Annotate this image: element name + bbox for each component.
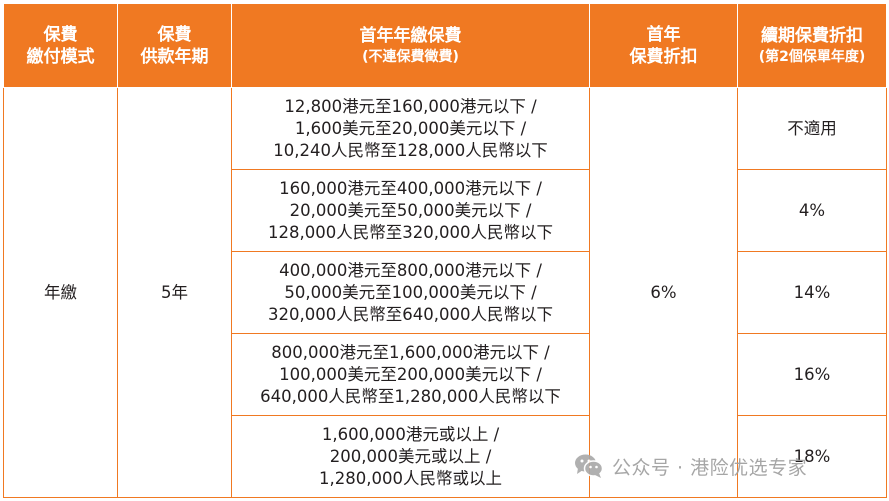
wechat-icon	[575, 454, 604, 478]
premium-range-cell: 12,800港元至160,000港元以下 / 1,600美元至20,000美元以…	[231, 87, 590, 170]
premium-range-cell: 160,000港元至400,000港元以下 / 20,000美元至50,000美…	[231, 169, 590, 252]
header-renewal-discount: 續期保費折扣 (第2個保單年度)	[737, 3, 887, 88]
premium-range-cell: 400,000港元至800,000港元以下 / 50,000美元至100,000…	[231, 251, 590, 334]
table-row: 800,000港元至1,600,000港元以下 / 100,000美元至200,…	[4, 333, 887, 416]
header-payment-mode: 保費 繳付模式	[3, 3, 118, 88]
renewal-discount-cell: 18%	[737, 415, 887, 498]
table-row: 160,000港元至400,000港元以下 / 20,000美元至50,000美…	[4, 169, 887, 252]
table-row: 年繳 5年 12,800港元至160,000港元以下 / 1,600美元至20,…	[3, 87, 887, 498]
payment-mode-cell: 年繳	[3, 87, 118, 498]
premium-range-cell: 800,000港元至1,600,000港元以下 / 100,000美元至200,…	[231, 333, 590, 416]
table-header-row: 保費 繳付模式 保費 供款年期 首年年繳保費 (不連保費徵費) 首年 保費折扣 …	[3, 3, 887, 88]
table-row: 400,000港元至800,000港元以下 / 50,000美元至100,000…	[4, 251, 887, 334]
watermark-text: 公众号 · 港险优选专家	[612, 456, 808, 479]
watermark: 公众号 · 港险优选专家	[574, 452, 807, 480]
header-first-year-discount: 首年 保費折扣	[589, 3, 738, 88]
renewal-discount-cell: 16%	[737, 333, 887, 416]
payment-term-cell: 5年	[117, 87, 232, 498]
premium-discount-table: 保費 繳付模式 保費 供款年期 首年年繳保費 (不連保費徵費) 首年 保費折扣 …	[3, 3, 887, 498]
header-payment-term: 保費 供款年期	[117, 3, 232, 88]
renewal-discount-cell: 不適用	[737, 87, 887, 170]
table-row: 1,600,000港元或以上 / 200,000美元或以上 / 1,280,00…	[4, 415, 887, 498]
first-year-discount-cell: 6%	[589, 87, 738, 498]
renewal-discount-cell: 4%	[737, 169, 887, 252]
header-first-year-premium: 首年年繳保費 (不連保費徵費)	[231, 3, 590, 88]
renewal-discount-cell: 14%	[737, 251, 887, 334]
premium-range-cell: 1,600,000港元或以上 / 200,000美元或以上 / 1,280,00…	[231, 415, 590, 498]
